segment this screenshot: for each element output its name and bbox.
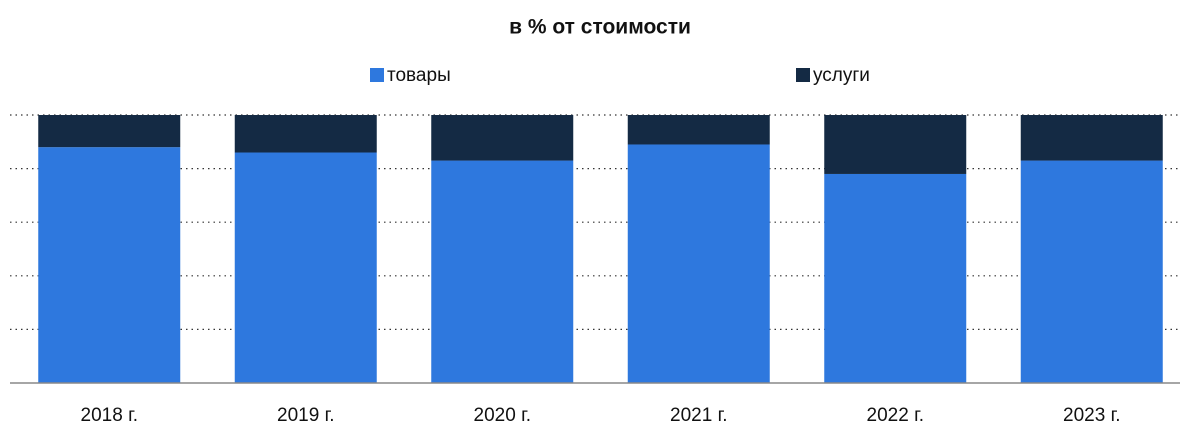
bar-segment (1020, 115, 1163, 161)
bar-segment (431, 115, 574, 161)
x-tick-label: 2022 г. (867, 405, 924, 426)
bar-segment (38, 147, 181, 383)
bar-segment (627, 115, 770, 145)
x-tick-label: 2020 г. (474, 405, 531, 426)
legend-swatch (796, 68, 810, 82)
legend-label: услуги (813, 65, 870, 86)
x-tick-label: 2023 г. (1063, 405, 1120, 426)
bar-segment (627, 144, 770, 383)
bar-segment (431, 160, 574, 383)
bar-segment (824, 173, 967, 383)
bar-segment (234, 152, 377, 383)
legend-label: товары (387, 65, 451, 86)
x-tick-label: 2019 г. (277, 405, 334, 426)
legend-swatch (370, 68, 384, 82)
bar-segment (824, 115, 967, 174)
chart-title: в % от стоимости (509, 16, 691, 39)
x-tick-label: 2018 г. (81, 405, 138, 426)
bar-segment (234, 115, 377, 153)
bar-segment (38, 115, 181, 148)
x-tick-label: 2021 г. (670, 405, 727, 426)
bar-segment (1020, 160, 1163, 383)
